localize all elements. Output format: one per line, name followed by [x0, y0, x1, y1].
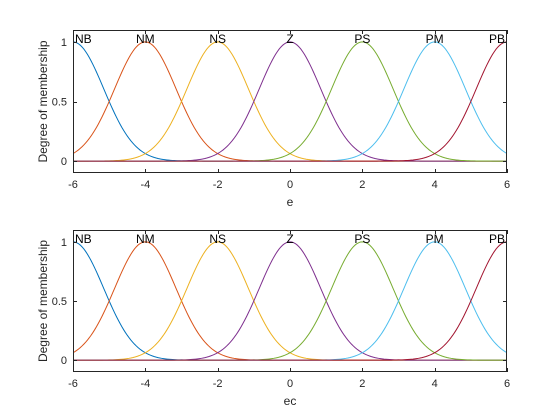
- x-tick-label: 6: [504, 179, 510, 191]
- mf-label-nb: NB: [75, 32, 92, 46]
- y-axis-label: Degree of membership: [36, 40, 50, 162]
- y-axis-label: Degree of membership: [36, 240, 50, 362]
- mf-label-nm: NM: [136, 232, 155, 246]
- x-tick-label: 6: [504, 378, 510, 390]
- series-line-pb: [73, 241, 507, 361]
- mf-label-pb: PB: [489, 32, 505, 46]
- x-tick-label: -2: [213, 179, 223, 191]
- mf-label-z: Z: [286, 232, 293, 246]
- x-axis-label: ec: [284, 394, 297, 408]
- mf-label-pm: PM: [426, 32, 444, 46]
- series-line-z: [73, 41, 507, 162]
- chart-panel-2: NB NM NS Z PS PM PB -6 -4 -2 0 2 4 6 0 0.5 1 ec Degree of …: [36, 230, 510, 408]
- series-line-pm: [73, 41, 507, 162]
- series-line-nm: [73, 241, 507, 361]
- mf-label-nb: NB: [75, 232, 92, 246]
- series-line-nb: [73, 241, 507, 361]
- plot-frame: [73, 30, 507, 173]
- x-tick-label: -4: [140, 179, 150, 191]
- mf-label-pm: PM: [426, 232, 444, 246]
- series-line-z: [73, 241, 507, 361]
- series-line-ps: [73, 241, 507, 361]
- y-tick-label: 0.5: [52, 296, 67, 308]
- x-tick-label: -6: [68, 179, 78, 191]
- y-tick-label: 0: [61, 156, 67, 168]
- series-line-pb: [73, 41, 507, 162]
- chart-panel-1: NB NM NS Z PS PM PB -6 -4 -2 0 2 4 6 0 0.5 1 e Degree of m…: [36, 30, 510, 209]
- x-tick-label: -6: [68, 378, 78, 390]
- x-tick-label: 2: [359, 179, 365, 191]
- mf-label-ps: PS: [354, 232, 370, 246]
- series-line-ps: [73, 41, 507, 162]
- x-tick-label: 4: [432, 378, 438, 390]
- y-tick-label: 1: [61, 37, 67, 49]
- series-line-pm: [73, 241, 507, 361]
- mf-label-nm: NM: [136, 32, 155, 46]
- y-tick-label: 1: [61, 237, 67, 249]
- mf-label-ps: PS: [354, 32, 370, 46]
- mf-label-ns: NS: [209, 232, 226, 246]
- y-tick-label: 0.5: [52, 97, 67, 109]
- y-tick-label: 0: [61, 355, 67, 367]
- x-tick-label: -4: [140, 378, 150, 390]
- series-line-nm: [73, 41, 507, 162]
- series-line-ns: [73, 241, 507, 361]
- x-tick-label: 4: [432, 179, 438, 191]
- x-tick-label: -2: [213, 378, 223, 390]
- x-tick-label: 0: [287, 179, 293, 191]
- mf-label-pb: PB: [489, 232, 505, 246]
- mf-label-ns: NS: [209, 32, 226, 46]
- plot-frame: [73, 230, 507, 372]
- x-tick-label: 2: [359, 378, 365, 390]
- series-line-nb: [73, 41, 507, 162]
- series-line-ns: [73, 41, 507, 162]
- x-tick-label: 0: [287, 378, 293, 390]
- mf-label-z: Z: [286, 32, 293, 46]
- x-axis-label: e: [287, 195, 294, 209]
